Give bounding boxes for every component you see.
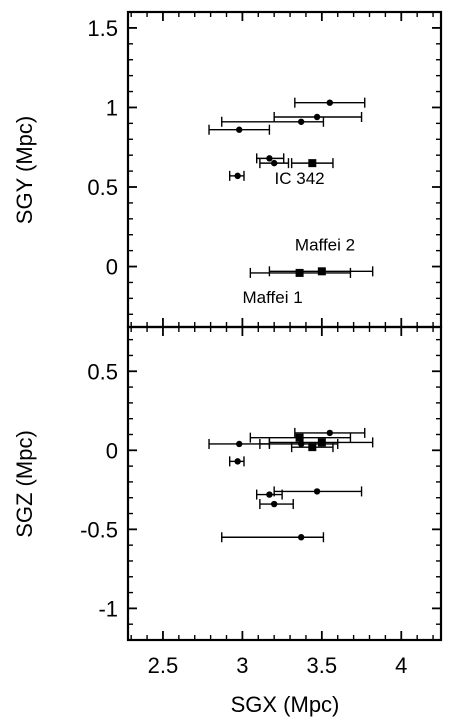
data-point <box>255 489 283 500</box>
circle-marker <box>234 458 241 465</box>
y-tick-label: -1 <box>98 596 118 621</box>
x-axis-title: SGX (Mpc) <box>231 692 340 717</box>
data-point <box>294 97 366 108</box>
annotation-label: Maffei 2 <box>295 236 355 255</box>
data-point <box>208 124 271 135</box>
data-point <box>228 456 245 467</box>
x-tick-label: 3.5 <box>307 653 338 678</box>
sgy-panel: 1.5 1 0.5 0 IC 342 Maffei 2 Maffei 1 SGY (Mpc… <box>12 10 443 329</box>
sgy-tick-labels: 1.5 1 0.5 0 <box>87 16 118 280</box>
annotation-label: IC 342 <box>275 169 325 188</box>
sgz-data-marks <box>208 427 374 543</box>
y-tick-label: 1.5 <box>87 16 118 41</box>
data-point <box>268 437 374 448</box>
data-point <box>294 427 366 438</box>
data-point <box>228 170 245 181</box>
circle-marker <box>326 429 333 437</box>
x-tick-label: 3 <box>236 653 248 678</box>
circle-marker <box>236 126 243 133</box>
data-point <box>249 432 352 443</box>
y-tick-label: 0 <box>106 438 118 463</box>
data-point <box>290 158 334 169</box>
circle-marker <box>270 500 278 508</box>
sgy-annotations: IC 342 Maffei 2 Maffei 1 <box>242 169 355 307</box>
circle-marker <box>297 440 305 448</box>
data-point <box>273 486 363 497</box>
circle-marker <box>297 534 305 541</box>
circle-marker <box>266 491 273 498</box>
x-tick-labels: 2.5 3 3.5 4 <box>148 653 408 678</box>
circle-marker <box>326 99 333 106</box>
data-point <box>290 442 334 453</box>
data-point <box>259 438 339 449</box>
x-tick-label: 4 <box>395 653 407 678</box>
circle-marker <box>313 113 321 121</box>
data-point <box>255 153 285 164</box>
circle-marker <box>236 440 243 448</box>
y-tick-label: -0.5 <box>80 517 118 542</box>
data-point <box>221 532 325 543</box>
circle-marker <box>234 172 241 180</box>
data-point <box>221 116 325 127</box>
sgz-ticks <box>128 327 441 641</box>
square-marker <box>308 443 317 452</box>
sgy-ticks <box>128 11 441 327</box>
annotation-label: Maffei 1 <box>242 288 302 307</box>
square-marker <box>295 433 304 442</box>
sgz-tick-labels: 0.5 0 -0.5 -1 <box>80 359 118 621</box>
square-marker <box>308 159 317 168</box>
sgy-data-marks <box>208 97 374 278</box>
data-point <box>273 112 363 122</box>
y-tick-label: 0.5 <box>87 175 118 200</box>
sgy-axis-title: SGY (Mpc) <box>12 116 37 224</box>
y-tick-label: 1 <box>106 95 118 120</box>
y-tick-label: 0 <box>106 255 118 280</box>
circle-marker <box>313 488 321 495</box>
y-tick-label: 0.5 <box>87 359 118 384</box>
sgz-axis-title: SGZ (Mpc) <box>12 430 37 538</box>
square-marker <box>295 268 304 277</box>
circle-marker <box>266 155 273 162</box>
sgz-panel: 0.5 0 -0.5 -1 SGZ (Mpc) <box>12 325 443 642</box>
square-marker <box>317 438 326 447</box>
data-point <box>249 267 352 278</box>
circle-marker <box>297 118 305 125</box>
square-marker <box>317 267 326 276</box>
data-point <box>259 158 290 169</box>
sgz-plot-frame <box>126 325 443 642</box>
circle-marker <box>270 159 278 167</box>
x-tick-label: 2.5 <box>148 653 179 678</box>
data-point <box>259 499 294 510</box>
data-point <box>268 266 374 277</box>
